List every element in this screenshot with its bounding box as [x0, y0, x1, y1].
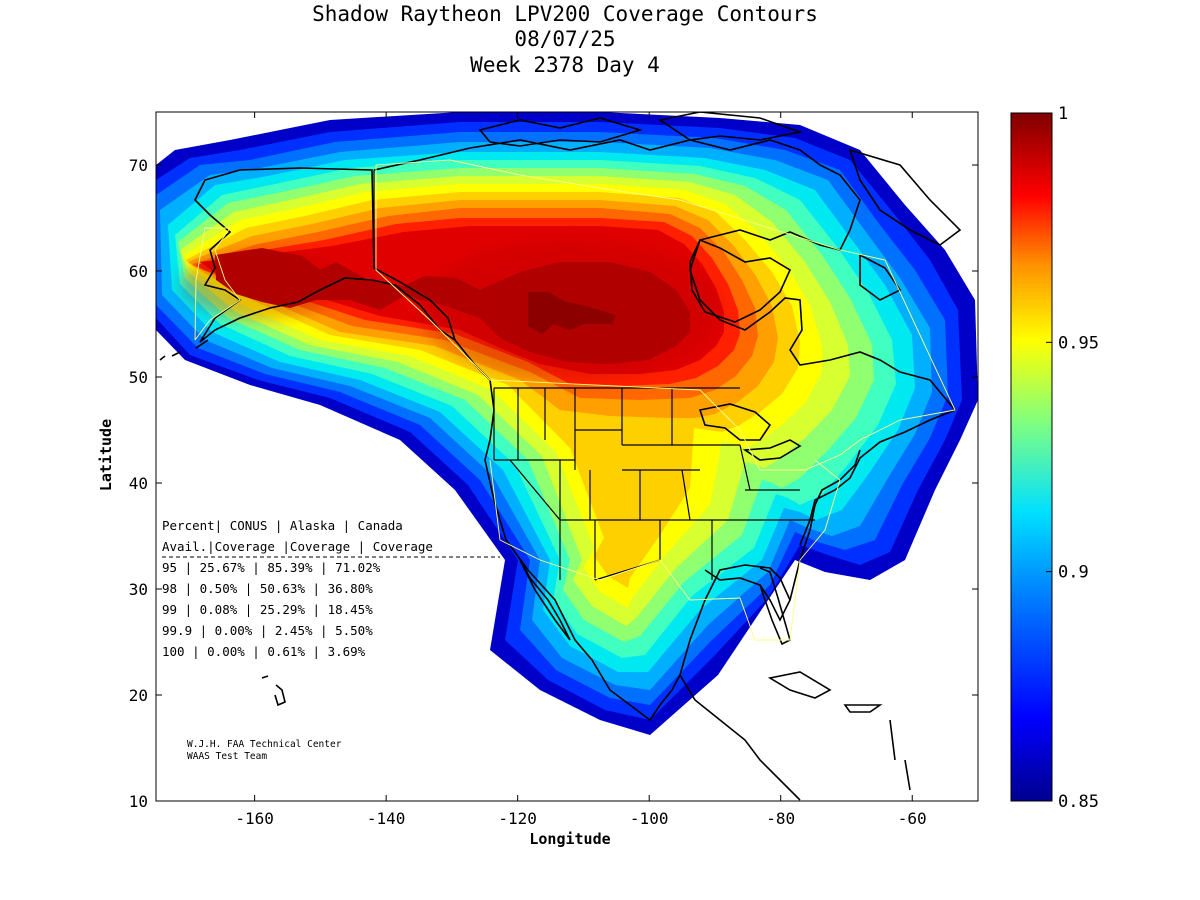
colorbar-tick-label: 0.9 — [1058, 563, 1089, 583]
region-outlines — [194, 159, 956, 641]
y-tick-label: 10 — [129, 792, 148, 811]
coverage-table: Percent| CONUS | Alaska | Canada Avail.|… — [162, 518, 500, 659]
y-tick-label: 30 — [129, 580, 148, 599]
table-header-2: Avail.|Coverage |Coverage | Coverage — [162, 539, 433, 554]
table-header-1: Percent| CONUS | Alaska | Canada — [162, 518, 403, 533]
table-row: 100 | 0.00% | 0.61% | 3.69% — [162, 644, 366, 659]
table-row: 98 | 0.50% | 50.63% | 36.80% — [162, 581, 373, 596]
plot-frame — [155, 111, 979, 802]
x-tick-label: -60 — [898, 809, 927, 828]
political-borders — [373, 170, 815, 581]
chart-title-line2: 08/07/25 — [514, 27, 616, 51]
x-axis-ticks: -160 -140 -120 -100 -80 -60 — [235, 112, 927, 828]
y-axis-ticks: 10 20 30 40 50 60 70 — [129, 156, 978, 811]
table-row: 99 | 0.08% | 25.29% | 18.45% — [162, 602, 373, 617]
y-tick-label: 20 — [129, 686, 148, 705]
colorbar — [1010, 112, 1053, 802]
table-row: 99.9 | 0.00% | 2.45% | 5.50% — [162, 623, 373, 638]
y-tick-label: 50 — [129, 368, 148, 387]
y-axis-label: Latitude — [97, 419, 115, 491]
x-axis-label: Longitude — [529, 830, 610, 848]
x-tick-label: -160 — [235, 809, 274, 828]
x-tick-label: -140 — [367, 809, 406, 828]
colorbar-tick-label: 1 — [1058, 104, 1068, 124]
colorbar-tick-label: 0.85 — [1058, 792, 1099, 812]
table-row: 95 | 25.67% | 85.39% | 71.02% — [162, 560, 381, 575]
y-tick-label: 60 — [129, 262, 148, 281]
contour-softening — [180, 240, 720, 380]
chart-title-line1: Shadow Raytheon LPV200 Coverage Contours — [312, 2, 818, 26]
x-tick-label: -100 — [630, 809, 669, 828]
x-tick-label: -120 — [498, 809, 537, 828]
colorbar-ticks: 1 0.95 0.9 0.85 — [1046, 104, 1099, 812]
y-tick-label: 40 — [129, 474, 148, 493]
colorbar-tick-label: 0.95 — [1058, 333, 1099, 353]
y-tick-label: 70 — [129, 156, 148, 175]
x-tick-label: -80 — [766, 809, 795, 828]
credit-line-2: WAAS Test Team — [187, 751, 267, 762]
chart-title-line3: Week 2378 Day 4 — [470, 53, 660, 77]
credit-line-1: W.J.H. FAA Technical Center — [187, 739, 342, 750]
coastlines — [159, 112, 962, 801]
